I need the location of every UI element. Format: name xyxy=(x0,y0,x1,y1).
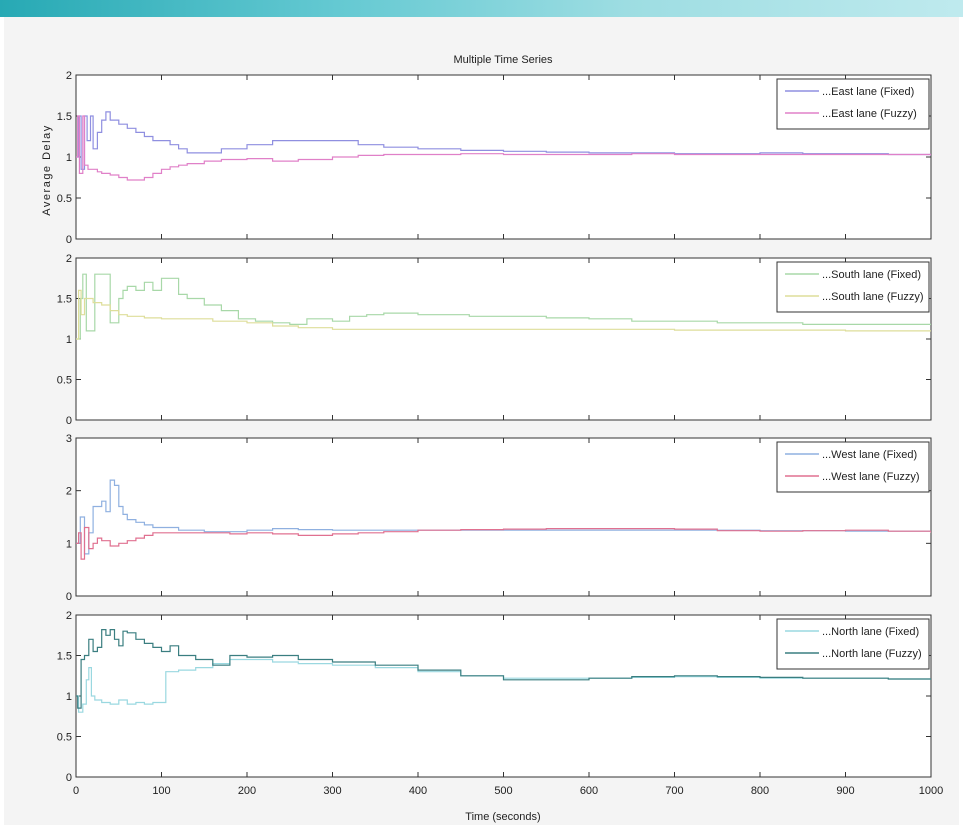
legend-box xyxy=(776,618,930,670)
x-tick-label: 300 xyxy=(323,785,341,797)
series-line-1-2 xyxy=(76,115,931,181)
series-line-2-1 xyxy=(76,273,931,340)
y-tick-label: 1 xyxy=(66,538,72,550)
legend-label: ...North lane (Fixed) xyxy=(822,626,919,638)
legend-2: ...South lane (Fixed) ...South lane (Fuzz… xyxy=(776,261,930,313)
y-axis-label: Average Delay xyxy=(41,124,53,215)
legend-1: ...East lane (Fixed) ...East lane (Fuzzy) xyxy=(776,78,930,130)
y-tick-label: 1.5 xyxy=(57,651,72,663)
series-line-3-1 xyxy=(76,479,931,555)
chart-panels: 00.511.52...East lane (Fixed)...East lan… xyxy=(57,70,944,797)
legend-3: ...West lane (Fixed) ...West lane (Fuzzy) xyxy=(776,441,930,493)
y-tick-label: 2 xyxy=(66,486,72,498)
y-tick-label: 1.5 xyxy=(57,294,72,306)
x-tick-label: 700 xyxy=(665,785,683,797)
y-tick-label: 2 xyxy=(66,253,72,265)
legend-label: ...South lane (Fuzzy) xyxy=(822,291,924,303)
legend-label: ...West lane (Fuzzy) xyxy=(822,471,920,483)
panel-4: 0 0.5 1 1.5 2 0 100 200 300 400 500 600 700 800 900 100… xyxy=(57,610,944,797)
panel-3: 0 1 2 3 ...West lane (Fixed) ...West lane (Fu… xyxy=(66,433,932,603)
legend-box xyxy=(776,261,930,313)
panel-1: 00.511.52...East lane (Fixed)...East lan… xyxy=(57,70,932,246)
y-tick-label: 1.5 xyxy=(57,111,72,123)
x-tick-label: 500 xyxy=(494,785,512,797)
y-tick-label: 2 xyxy=(66,610,72,622)
legend-box xyxy=(776,78,930,130)
y-tick-label: 0 xyxy=(66,415,72,427)
y-tick-label: 0 xyxy=(66,772,72,784)
y-tick-label: 1 xyxy=(66,334,72,346)
y-tick-label: 3 xyxy=(66,433,72,445)
legend-label: ...East lane (Fuzzy) xyxy=(822,108,917,120)
x-tick-label: 1000 xyxy=(919,785,943,797)
series-line-4-2 xyxy=(76,629,931,709)
x-axis-label: Time (seconds) xyxy=(465,811,540,823)
y-tick-label: 0.5 xyxy=(57,193,72,205)
y-tick-label: 2 xyxy=(66,70,72,82)
y-tick-label: 0 xyxy=(66,591,72,603)
x-tick-label: 900 xyxy=(836,785,854,797)
y-tick-label: 0.5 xyxy=(57,375,72,387)
legend-label: ...South lane (Fixed) xyxy=(822,269,921,281)
y-tick-label: 1 xyxy=(66,691,72,703)
legend-box xyxy=(776,441,930,493)
x-tick-label: 600 xyxy=(580,785,598,797)
legend-label: ...West lane (Fixed) xyxy=(822,449,917,461)
window-top-band xyxy=(0,0,963,17)
series-line-4-1 xyxy=(76,658,931,713)
x-tick-label: 400 xyxy=(409,785,427,797)
legend-label: ...North lane (Fuzzy) xyxy=(822,648,922,660)
legend-label: ...East lane (Fixed) xyxy=(822,86,914,98)
y-tick-label: 0 xyxy=(66,234,72,246)
legend-4: ...North lane (Fixed) ...North lane (Fuzz… xyxy=(776,618,930,670)
x-tick-label: 0 xyxy=(73,785,79,797)
panel-2: 00.511.52...South lane (Fixed)...South l… xyxy=(57,253,932,427)
x-tick-label: 800 xyxy=(751,785,769,797)
series-line-1-1 xyxy=(76,111,931,170)
y-tick-label: 0.5 xyxy=(57,732,72,744)
x-tick-label: 200 xyxy=(238,785,256,797)
series-line-3-2 xyxy=(76,526,931,560)
chart-title: Multiple Time Series xyxy=(453,54,553,66)
series-line-2-2 xyxy=(76,289,931,340)
y-tick-label: 1 xyxy=(66,152,72,164)
x-tick-label: 100 xyxy=(152,785,170,797)
